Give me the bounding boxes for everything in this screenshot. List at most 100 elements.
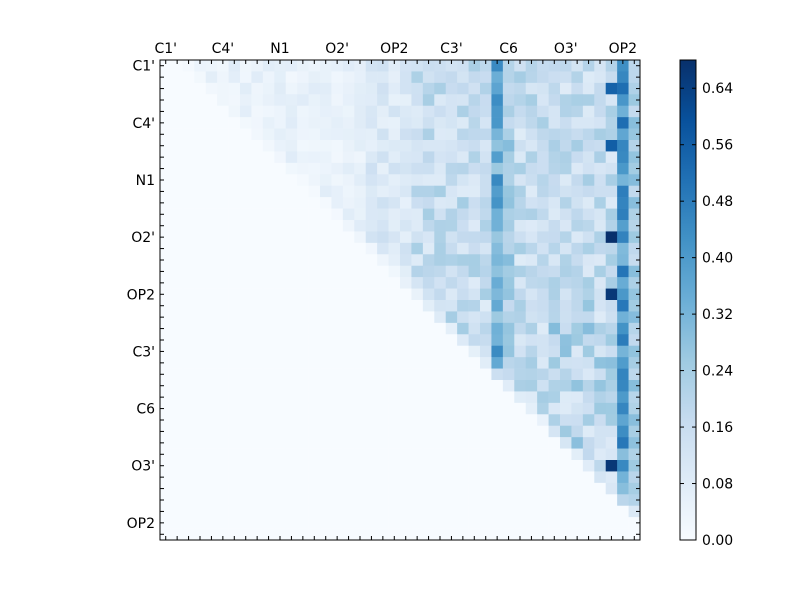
heatmap-cell xyxy=(491,391,504,404)
heatmap-cell xyxy=(365,505,378,518)
heatmap-cell xyxy=(194,505,207,518)
heatmap-cell xyxy=(297,162,309,175)
heatmap-cell xyxy=(171,220,184,232)
heatmap-cell xyxy=(617,288,629,301)
heatmap-cell xyxy=(342,128,355,141)
heatmap-cell xyxy=(548,197,561,209)
heatmap-cell xyxy=(514,117,527,129)
heatmap-cell xyxy=(182,220,195,232)
heatmap-cell xyxy=(617,174,629,187)
heatmap-cell xyxy=(365,345,378,358)
heatmap-cell xyxy=(228,197,241,209)
heatmap-cell xyxy=(228,71,241,84)
heatmap-cell xyxy=(617,82,629,95)
heatmap-cell xyxy=(480,174,492,187)
heatmap-cell xyxy=(308,311,321,324)
heatmap-cell xyxy=(331,277,344,289)
heatmap-cell xyxy=(388,128,401,141)
heatmap-cell xyxy=(297,208,309,221)
heatmap-cell xyxy=(274,311,287,324)
heatmap-cell xyxy=(502,208,515,221)
heatmap-cell xyxy=(514,82,527,95)
heatmap-cell xyxy=(605,242,618,255)
heatmap-cell xyxy=(205,334,218,347)
heatmap-cell xyxy=(228,380,241,392)
heatmap-cell xyxy=(548,140,561,152)
heatmap-cell xyxy=(582,231,595,244)
heatmap-cell xyxy=(297,334,309,347)
heatmap-cell xyxy=(171,482,184,495)
heatmap-cell xyxy=(582,185,595,198)
heatmap-cell xyxy=(240,425,252,438)
heatmap-cell xyxy=(491,174,504,187)
heatmap-cell xyxy=(160,368,172,381)
heatmap-cell xyxy=(377,334,389,347)
heatmap-cell xyxy=(537,322,549,335)
heatmap-cell xyxy=(605,197,618,209)
heatmap-cell xyxy=(228,265,241,278)
heatmap-cell xyxy=(205,322,218,335)
heatmap-cell xyxy=(468,300,481,312)
heatmap-cell xyxy=(297,128,309,141)
heatmap-cell xyxy=(594,368,607,381)
heatmap-cell xyxy=(537,517,549,529)
heatmap-cell xyxy=(628,471,641,484)
heatmap-cell xyxy=(171,391,184,404)
heatmap-cell xyxy=(537,288,549,301)
heatmap-cell xyxy=(400,151,412,164)
heatmap-cell xyxy=(297,368,309,381)
heatmap-cell xyxy=(262,117,275,129)
heatmap-cell xyxy=(422,197,435,209)
heatmap-cell xyxy=(262,414,275,427)
heatmap-cell xyxy=(560,117,572,129)
heatmap-cell xyxy=(205,357,218,369)
heatmap-cell xyxy=(457,334,469,347)
heatmap-cell xyxy=(628,128,641,141)
heatmap-cell xyxy=(548,300,561,312)
heatmap-cell xyxy=(400,105,412,118)
heatmap-cell xyxy=(502,140,515,152)
heatmap-cell xyxy=(594,71,607,84)
heatmap-cell xyxy=(251,414,264,427)
heatmap-cell xyxy=(422,460,435,472)
heatmap-cell xyxy=(331,82,344,95)
heatmap-cell xyxy=(182,254,195,267)
heatmap-cell xyxy=(262,71,275,84)
heatmap-cell xyxy=(297,460,309,472)
heatmap-cell xyxy=(514,60,527,72)
heatmap-cell xyxy=(411,528,424,541)
heatmap-cell xyxy=(491,288,504,301)
heatmap-cell xyxy=(274,60,287,72)
heatmap-cell xyxy=(320,311,332,324)
heatmap-cell xyxy=(434,208,447,221)
heatmap-cell xyxy=(457,254,469,267)
heatmap-cell xyxy=(457,105,469,118)
heatmap-cell xyxy=(548,505,561,518)
colorbar-tick-label: 0.48 xyxy=(702,194,733,210)
heatmap-cell xyxy=(262,357,275,369)
heatmap-cell xyxy=(434,300,447,312)
heatmap-cell xyxy=(457,174,469,187)
heatmap-cell xyxy=(262,82,275,95)
heatmap-cell xyxy=(457,94,469,107)
heatmap-cell xyxy=(422,380,435,392)
heatmap-cell xyxy=(194,277,207,289)
heatmap-cell xyxy=(582,322,595,335)
heatmap-cell xyxy=(182,197,195,209)
heatmap-cell xyxy=(571,311,584,324)
heatmap-cell xyxy=(537,357,549,369)
heatmap-cell xyxy=(594,197,607,209)
heatmap-cell xyxy=(377,494,389,507)
heatmap-cell xyxy=(285,300,298,312)
heatmap-cell xyxy=(605,174,618,187)
heatmap-cell xyxy=(514,265,527,278)
heatmap-cell xyxy=(342,357,355,369)
heatmap-cell xyxy=(194,242,207,255)
heatmap-cell xyxy=(262,140,275,152)
heatmap-cell xyxy=(308,460,321,472)
heatmap-cell xyxy=(617,105,629,118)
heatmap-cell xyxy=(388,60,401,72)
heatmap-cell xyxy=(171,208,184,221)
heatmap-cell xyxy=(617,220,629,232)
heatmap-cell xyxy=(182,231,195,244)
